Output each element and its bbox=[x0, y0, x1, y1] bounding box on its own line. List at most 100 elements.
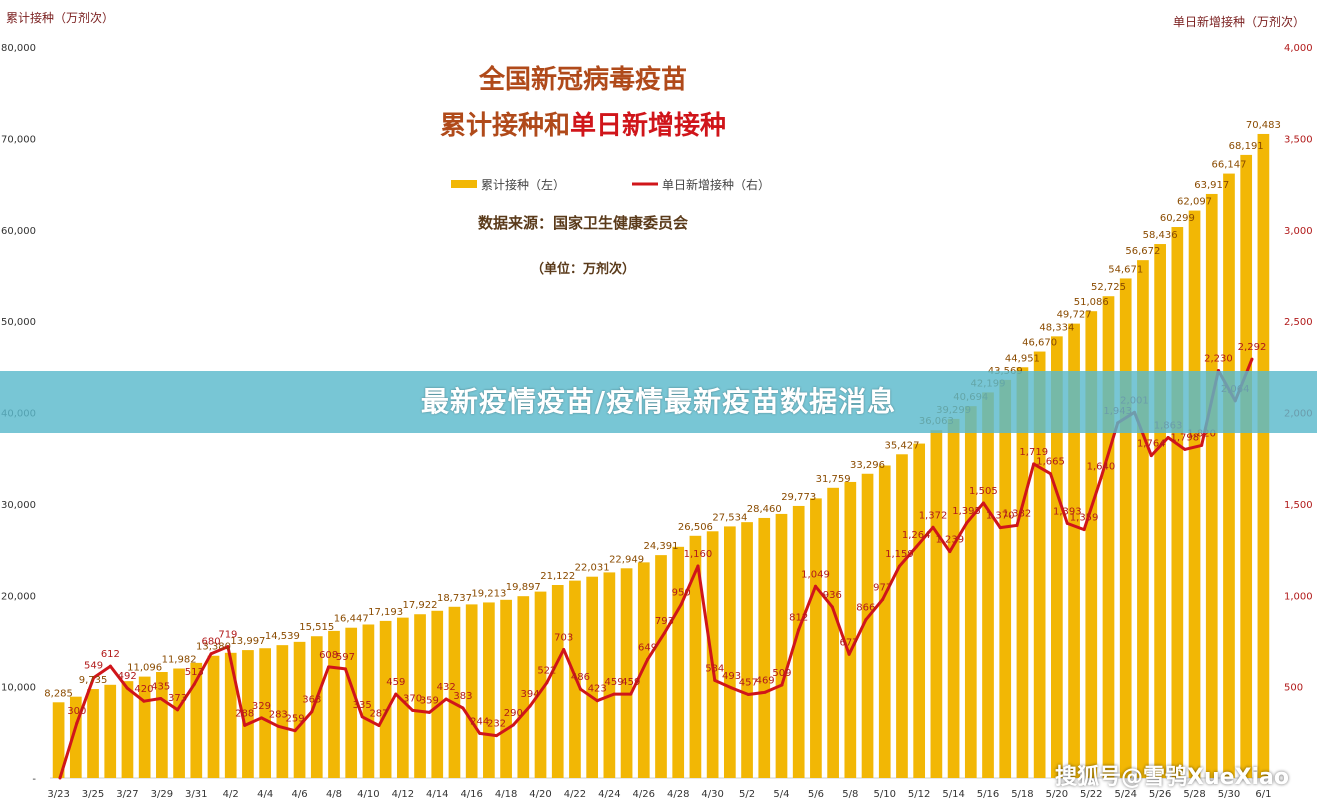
headline-banner-text: 最新疫情疫苗/疫情最新疫苗数据消息 bbox=[420, 385, 897, 418]
line-point-daily bbox=[545, 681, 549, 685]
y-left-tick-label: 80,000 bbox=[1, 43, 36, 54]
x-tick-label: 3/31 bbox=[185, 789, 207, 800]
bar-cumulative bbox=[379, 620, 392, 778]
line-point-daily bbox=[259, 716, 263, 720]
bar-value-label: 28,460 bbox=[747, 504, 782, 515]
line-point-daily bbox=[192, 682, 196, 686]
line-value-label: 469 bbox=[756, 675, 775, 686]
x-tick-label: 4/8 bbox=[326, 789, 342, 800]
bar-cumulative bbox=[913, 443, 926, 778]
line-value-label: 513 bbox=[185, 667, 204, 678]
line-point-daily bbox=[813, 584, 817, 588]
bar-cumulative bbox=[1016, 367, 1029, 778]
bar-value-label: 19,897 bbox=[506, 582, 541, 593]
bar-value-label: 22,031 bbox=[575, 563, 610, 574]
headline-banner: 最新疫情疫苗/疫情最新疫苗数据消息 bbox=[0, 371, 1317, 433]
bar-cumulative bbox=[1257, 133, 1270, 778]
line-point-daily bbox=[897, 564, 901, 568]
line-value-label: 259 bbox=[285, 714, 304, 725]
bar-cumulative bbox=[861, 473, 874, 778]
bar-cumulative bbox=[138, 676, 151, 778]
line-value-label: 1,719 bbox=[1019, 447, 1048, 458]
line-point-daily bbox=[1065, 521, 1069, 525]
line-point-daily bbox=[998, 526, 1002, 530]
line-point-daily bbox=[360, 715, 364, 719]
bar-cumulative bbox=[173, 668, 185, 778]
line-value-label: 459 bbox=[604, 677, 623, 688]
y-right-tick-label: 1,000 bbox=[1284, 591, 1313, 602]
bar-value-label: 58,436 bbox=[1143, 230, 1178, 241]
line-point-daily bbox=[1015, 523, 1019, 527]
bar-value-label: 63,917 bbox=[1194, 180, 1229, 191]
bar-cumulative bbox=[517, 596, 530, 778]
legend-swatch-cumulative bbox=[451, 180, 477, 188]
bar-cumulative bbox=[534, 591, 547, 778]
line-point-daily bbox=[1149, 454, 1153, 458]
x-tick-label: 5/14 bbox=[942, 789, 964, 800]
line-value-label: 793 bbox=[655, 616, 674, 627]
line-value-label: 493 bbox=[722, 671, 741, 682]
line-point-daily bbox=[327, 665, 331, 669]
x-tick-label: 5/22 bbox=[1080, 789, 1102, 800]
x-tick-label: 6/1 bbox=[1255, 789, 1271, 800]
line-value-label: 1,160 bbox=[684, 549, 713, 560]
line-point-daily bbox=[427, 710, 431, 714]
bar-cumulative bbox=[328, 630, 340, 778]
line-value-label: 1,820 bbox=[1187, 428, 1216, 439]
line-value-label: 950 bbox=[672, 587, 691, 598]
y-axis-left-title: 累计接种（万剂次） bbox=[6, 10, 114, 25]
bar-cumulative bbox=[483, 602, 495, 778]
bar-cumulative bbox=[1033, 351, 1046, 778]
bar-cumulative bbox=[104, 684, 117, 778]
bar-value-label: 52,725 bbox=[1091, 282, 1126, 293]
bar-value-label: 19,213 bbox=[471, 588, 506, 599]
line-value-label: 283 bbox=[269, 709, 288, 720]
x-tick-label: 4/16 bbox=[460, 789, 482, 800]
bar-value-label: 51,086 bbox=[1074, 297, 1109, 308]
line-point-daily bbox=[864, 618, 868, 622]
bar-cumulative bbox=[293, 641, 306, 778]
bar-cumulative bbox=[1154, 244, 1166, 779]
bar-value-label: 17,922 bbox=[403, 600, 438, 611]
line-value-label: 1,370 bbox=[986, 511, 1015, 522]
line-point-daily bbox=[58, 776, 62, 780]
line-value-label: 1,049 bbox=[801, 569, 830, 580]
bar-cumulative bbox=[1119, 278, 1132, 778]
bar-value-label: 68,191 bbox=[1229, 141, 1264, 152]
y-right-tick-label: - bbox=[1284, 774, 1288, 785]
bar-value-label: 31,759 bbox=[816, 474, 851, 485]
line-point-daily bbox=[931, 525, 935, 529]
line-point-daily bbox=[914, 545, 918, 549]
x-tick-label: 3/25 bbox=[82, 789, 104, 800]
x-tick-label: 4/2 bbox=[223, 789, 239, 800]
line-point-daily bbox=[276, 724, 280, 728]
line-value-label: 359 bbox=[420, 695, 439, 706]
line-point-daily bbox=[511, 723, 515, 727]
line-value-label: 459 bbox=[386, 677, 405, 688]
x-tick-label: 4/24 bbox=[598, 789, 620, 800]
y-left-tick-label: 50,000 bbox=[1, 317, 36, 328]
line-point-daily bbox=[310, 710, 314, 714]
y-left-tick-label: 20,000 bbox=[1, 591, 36, 602]
bar-value-label: 29,773 bbox=[781, 492, 816, 503]
bar-cumulative bbox=[310, 636, 323, 778]
unit-label: （单位：万剂次） bbox=[531, 261, 635, 277]
line-point-daily bbox=[780, 683, 784, 687]
line-value-label: 1,665 bbox=[1036, 457, 1065, 468]
line-point-daily bbox=[343, 667, 347, 671]
x-tick-label: 4/30 bbox=[701, 789, 723, 800]
line-value-label: 300 bbox=[67, 706, 86, 717]
line-value-label: 288 bbox=[235, 708, 254, 719]
line-value-label: 420 bbox=[134, 684, 153, 695]
line-value-label: 649 bbox=[638, 642, 657, 653]
bar-value-label: 13,997 bbox=[230, 636, 265, 647]
bar-cumulative bbox=[276, 645, 289, 778]
x-tick-label: 4/6 bbox=[292, 789, 308, 800]
x-tick-label: 5/12 bbox=[908, 789, 930, 800]
line-point-daily bbox=[411, 708, 415, 712]
line-value-label: 1,640 bbox=[1087, 461, 1116, 472]
line-point-daily bbox=[1200, 443, 1204, 447]
bar-cumulative bbox=[362, 624, 375, 778]
bar-cumulative bbox=[896, 454, 908, 778]
line-value-label: 363 bbox=[302, 695, 321, 706]
